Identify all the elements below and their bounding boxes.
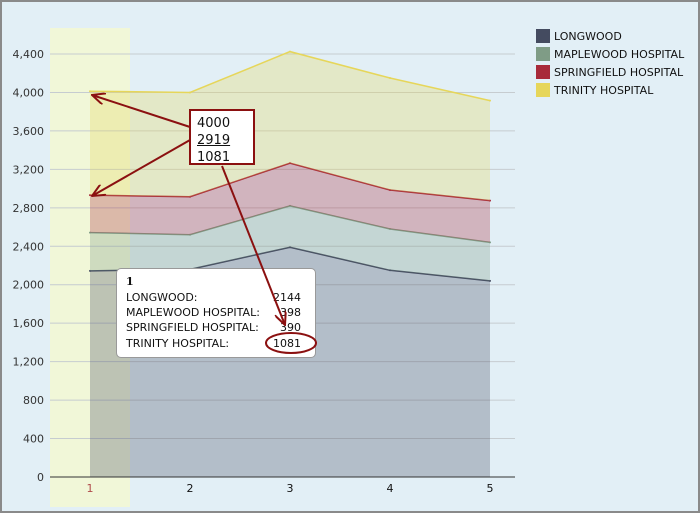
- area-springfield-hospital: [90, 163, 490, 243]
- y-tick-label: 1,200: [13, 356, 45, 369]
- data-point[interactable]: [489, 199, 491, 202]
- tooltip-value: 1081: [273, 337, 301, 350]
- tooltip-title: 1: [126, 275, 134, 288]
- legend-label: TRINITY HOSPITAL: [554, 83, 654, 97]
- tooltip-row: MAPLEWOOD HOSPITAL: 398: [126, 306, 301, 319]
- data-point[interactable]: [289, 246, 291, 249]
- data-point[interactable]: [389, 227, 391, 230]
- x-tick-label: 5: [487, 482, 494, 495]
- y-tick-label: 4,000: [13, 86, 45, 99]
- legend-swatch: [536, 47, 550, 61]
- legend-item[interactable]: TRINITY HOSPITAL: [536, 81, 684, 99]
- tooltip-row: LONGWOOD: 2144: [126, 291, 301, 304]
- x-tick-label: 3: [287, 482, 294, 495]
- tooltip-value: 390: [280, 321, 301, 334]
- y-tick-label: 0: [37, 471, 44, 484]
- tooltip-value: 398: [280, 306, 301, 319]
- y-tick-label: 2,000: [13, 279, 45, 292]
- tooltip-label: MAPLEWOOD HOSPITAL:: [126, 306, 260, 319]
- data-point[interactable]: [289, 204, 291, 207]
- data-point[interactable]: [189, 91, 191, 94]
- data-point[interactable]: [289, 162, 291, 165]
- data-point[interactable]: [489, 99, 491, 102]
- legend-swatch: [536, 29, 550, 43]
- x-tick-label: 4: [387, 482, 394, 495]
- y-tick-label: 2,400: [13, 240, 45, 253]
- legend-item[interactable]: SPRINGFIELD HOSPITAL: [536, 63, 684, 81]
- legend: LONGWOOD MAPLEWOOD HOSPITAL SPRINGFIELD …: [536, 27, 684, 99]
- tooltip-value: 2144: [273, 291, 301, 304]
- legend-label: LONGWOOD: [554, 29, 622, 43]
- data-point[interactable]: [389, 189, 391, 192]
- x-tick-label: 2: [187, 482, 194, 495]
- legend-item[interactable]: LONGWOOD: [536, 27, 684, 45]
- tooltip: 1 LONGWOOD: 2144 MAPLEWOOD HOSPITAL: 398 S…: [116, 268, 316, 358]
- data-point[interactable]: [289, 50, 291, 53]
- annotation-subtotal: 2919: [197, 133, 231, 148]
- tooltip-row: SPRINGFIELD HOSPITAL: 390: [126, 321, 301, 334]
- legend-label: MAPLEWOOD HOSPITAL: [554, 47, 685, 61]
- tooltip-label: TRINITY HOSPITAL:: [126, 337, 230, 350]
- y-tick-label: 800: [23, 394, 44, 407]
- legend-label: SPRINGFIELD HOSPITAL: [554, 65, 684, 79]
- annotation-total: 4000: [197, 116, 231, 131]
- y-tick-label: 3,600: [13, 125, 45, 138]
- data-point[interactable]: [89, 269, 91, 272]
- tooltip-label: LONGWOOD:: [126, 291, 198, 304]
- y-tick-label: 3,200: [13, 163, 45, 176]
- y-tick-label: 400: [23, 433, 44, 446]
- tooltip-label: SPRINGFIELD HOSPITAL:: [126, 321, 259, 334]
- data-point[interactable]: [389, 77, 391, 80]
- data-point[interactable]: [89, 90, 91, 93]
- annotation-box: 4000 2919 1081: [189, 109, 255, 165]
- data-point[interactable]: [189, 233, 191, 236]
- y-tick-label: 4,400: [13, 48, 45, 61]
- data-point[interactable]: [489, 279, 491, 282]
- y-tick-label: 2,800: [13, 202, 45, 215]
- area-maplewood-hospital: [90, 205, 490, 281]
- data-point[interactable]: [489, 241, 491, 244]
- data-point[interactable]: [89, 231, 91, 234]
- legend-swatch: [536, 65, 550, 79]
- x-tick-label: 1: [87, 482, 94, 495]
- legend-swatch: [536, 83, 550, 97]
- y-tick-label: 1,600: [13, 317, 45, 330]
- annotation-difference: 1081: [197, 150, 231, 165]
- tooltip-row: TRINITY HOSPITAL: 1081: [126, 337, 301, 350]
- legend-item[interactable]: MAPLEWOOD HOSPITAL: [536, 45, 684, 63]
- data-point[interactable]: [389, 269, 391, 272]
